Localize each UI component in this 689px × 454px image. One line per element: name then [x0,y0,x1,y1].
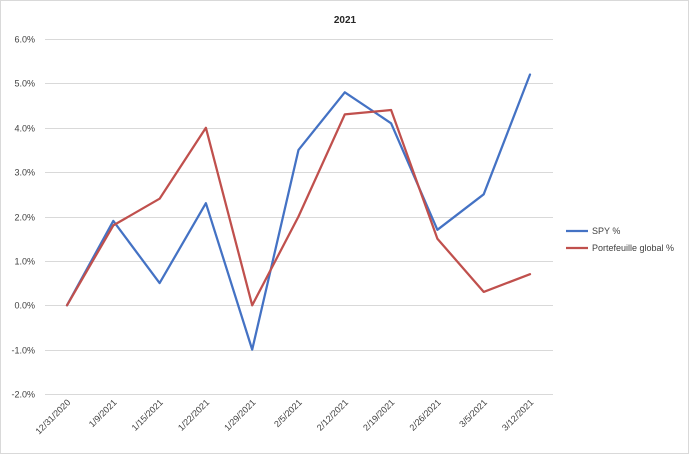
x-tick-label: 2/19/2021 [361,397,396,432]
y-tick-label: 0.0% [14,301,35,311]
series-line-1 [65,73,532,351]
series-lines [65,73,532,351]
x-tick-label: 1/9/2021 [87,397,119,429]
y-tick-label: 4.0% [14,124,35,134]
chart-title: 2021 [334,15,357,26]
y-tick-label: 6.0% [14,35,35,45]
y-tick-label: 1.0% [14,257,35,267]
x-tick-label: 1/29/2021 [222,397,257,432]
y-tick-label: 3.0% [14,168,35,178]
y-tick-label: -2.0% [11,390,35,400]
x-tick-label: 2/26/2021 [407,397,442,432]
y-tick-label: 2.0% [14,213,35,223]
x-tick-label: 2/12/2021 [315,397,350,432]
x-tick-label: 12/31/2020 [33,397,72,436]
series-line-2 [65,108,532,307]
x-tick-label: 1/22/2021 [176,397,211,432]
y-tick-label: 5.0% [14,79,35,89]
legend-label: SPY % [592,226,620,236]
x-axis-ticks: 12/31/2020 1/9/2021 1/15/2021 1/22/2021 1/29… [33,397,535,436]
x-tick-label: 3/12/2021 [500,397,535,432]
x-tick-label: 2/5/2021 [272,397,304,429]
legend-label: Portefeuille global % [592,243,674,253]
x-tick-label: 3/5/2021 [457,397,489,429]
y-axis-ticks: -2.0% -1.0% 0.0% 1.0% 2.0% 3.0% 4.0% 5.0% 6.0% [11,35,35,400]
legend: SPY % Portefeuille global % [566,226,674,253]
x-tick-label: 1/15/2021 [130,397,165,432]
y-tick-label: -1.0% [11,346,35,356]
